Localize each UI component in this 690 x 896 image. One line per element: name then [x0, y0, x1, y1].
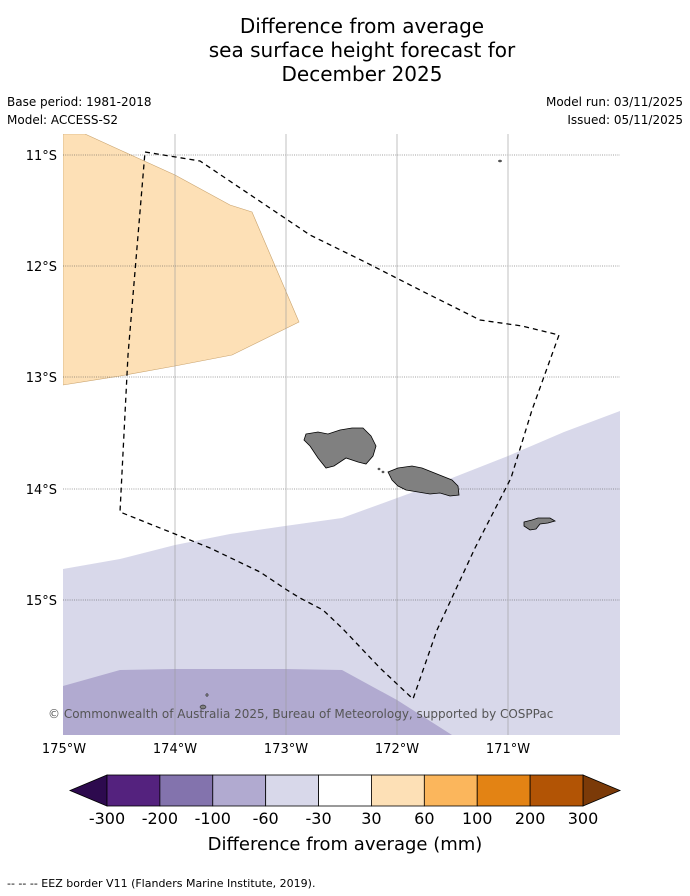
colorbar-arrow-min [68, 774, 108, 807]
colorbar-tick-label: -30 [305, 809, 331, 828]
lon-label-173w: 173°W [264, 742, 308, 757]
colorbar-arrow-max [582, 774, 622, 807]
colorbar-segment [212, 774, 267, 807]
island-upolu [387, 465, 460, 497]
colorbar-tick-label: 60 [414, 809, 434, 828]
model-label: Model: ACCESS-S2 [7, 113, 119, 127]
colorbar-segment [318, 774, 372, 807]
latitude-labels: 11°S 12°S 13°S 14°S 15°S [26, 149, 57, 609]
island-tutuila [523, 517, 556, 531]
lon-label-171w: 171°W [486, 742, 530, 757]
colorbar-segment [476, 774, 531, 807]
lon-label-172w: 172°W [375, 742, 419, 757]
colorbar-tick-label: -200 [142, 809, 178, 828]
latitude-gridlines [63, 154, 620, 601]
model-run-label: Model run: 03/11/2025 [545, 95, 683, 109]
colorbar-tick-label: 200 [515, 809, 546, 828]
colorbar-tick-label: 300 [568, 809, 599, 828]
lon-label-175w: 175°W [42, 742, 86, 757]
map-area [63, 134, 620, 735]
issued-label: Issued: 05/11/2025 [567, 113, 683, 127]
longitude-labels: 175°W 174°W 173°W 172°W 171°W [42, 742, 530, 757]
lat-label-13s: 13°S [26, 371, 57, 386]
colorbar-tick-label: -60 [253, 809, 279, 828]
island-apolima [381, 470, 385, 474]
eez-legend-note: -- -- -- EEZ border V11 (Flanders Marine… [7, 877, 316, 890]
colorbar-tick-label: -300 [89, 809, 125, 828]
colorbar-segment [371, 774, 425, 807]
colorbar-segment [265, 774, 319, 807]
map-figure: 11°S 12°S 13°S 14°S 15°S 175°W 174°W 173… [26, 134, 622, 855]
anomaly-negative-30-60-region [63, 411, 620, 735]
colorbar-segment [159, 774, 214, 807]
colorbar-segment [529, 774, 584, 807]
title-line-1: Difference from average [239, 14, 485, 38]
colorbar-tick-label: 100 [462, 809, 493, 828]
chart-title: Difference from average sea surface heig… [0, 14, 690, 86]
island-small-south-b [199, 704, 207, 710]
colorbar-segment [423, 774, 478, 807]
island-small-south-a [205, 693, 209, 697]
lat-label-11s: 11°S [26, 149, 57, 164]
colorbar: -300 -200 -100 -60 -30 30 60 100 200 300 Differen… [68, 774, 622, 855]
island-savaii [303, 427, 377, 469]
colorbar-title: Difference from average (mm) [208, 834, 483, 855]
base-period-label: Base period: 1981-2018 [7, 95, 152, 109]
island-manono [377, 467, 381, 471]
colorbar-tick-label: 30 [361, 809, 381, 828]
copyright-notice: © Commonwealth of Australia 2025, Bureau… [48, 707, 553, 721]
longitude-gridlines [174, 134, 509, 735]
lat-label-14s: 14°S [26, 483, 57, 498]
anomaly-positive-30-60-region [63, 134, 300, 386]
anomaly-negative-60-100-region [63, 669, 452, 735]
island-swains [498, 159, 502, 163]
lat-label-15s: 15°S [26, 594, 57, 609]
colorbar-segment [106, 774, 161, 807]
lat-label-12s: 12°S [26, 260, 57, 275]
colorbar-tick-label: -100 [195, 809, 231, 828]
lon-label-174w: 174°W [153, 742, 197, 757]
title-line-3: December 2025 [281, 62, 443, 86]
title-line-2: sea surface height forecast for [208, 38, 516, 62]
eez-border [119, 151, 560, 701]
